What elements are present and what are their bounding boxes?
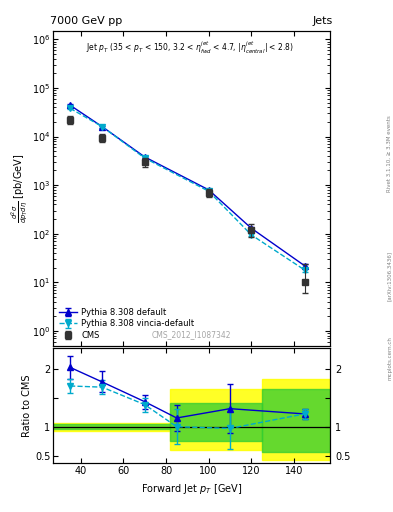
Text: mcplots.cern.ch: mcplots.cern.ch [387,336,392,380]
Bar [53,422,170,431]
Text: Jets: Jets [313,16,333,26]
Bar [170,403,262,441]
Text: Jet $p_T$ (35 < $p_T$ < 150, 3.2 < $\eta^{jet}_{fwd}$ < 4.7, $|\eta^{jet}_{centr: Jet $p_T$ (35 < $p_T$ < 150, 3.2 < $\eta… [86,40,294,56]
Text: Rivet 3.1.10, ≥ 3.3M events: Rivet 3.1.10, ≥ 3.3M events [387,115,392,192]
Y-axis label: $\frac{d^2\sigma}{dp_T d\eta}$ [pb/GeV]: $\frac{d^2\sigma}{dp_T d\eta}$ [pb/GeV] [10,154,30,223]
Text: [arXiv:1306.3436]: [arXiv:1306.3436] [387,251,392,302]
Text: CMS_2012_I1087342: CMS_2012_I1087342 [152,330,231,339]
Legend: Pythia 8.308 default, Pythia 8.308 vincia-default, CMS: Pythia 8.308 default, Pythia 8.308 vinci… [57,306,196,342]
Bar [262,379,330,460]
Bar [53,424,170,429]
Y-axis label: Ratio to CMS: Ratio to CMS [22,374,32,437]
Bar [262,389,330,452]
Bar [170,389,262,450]
X-axis label: Forward Jet $p_T$ [GeV]: Forward Jet $p_T$ [GeV] [141,482,242,496]
Text: 7000 GeV pp: 7000 GeV pp [50,16,123,26]
